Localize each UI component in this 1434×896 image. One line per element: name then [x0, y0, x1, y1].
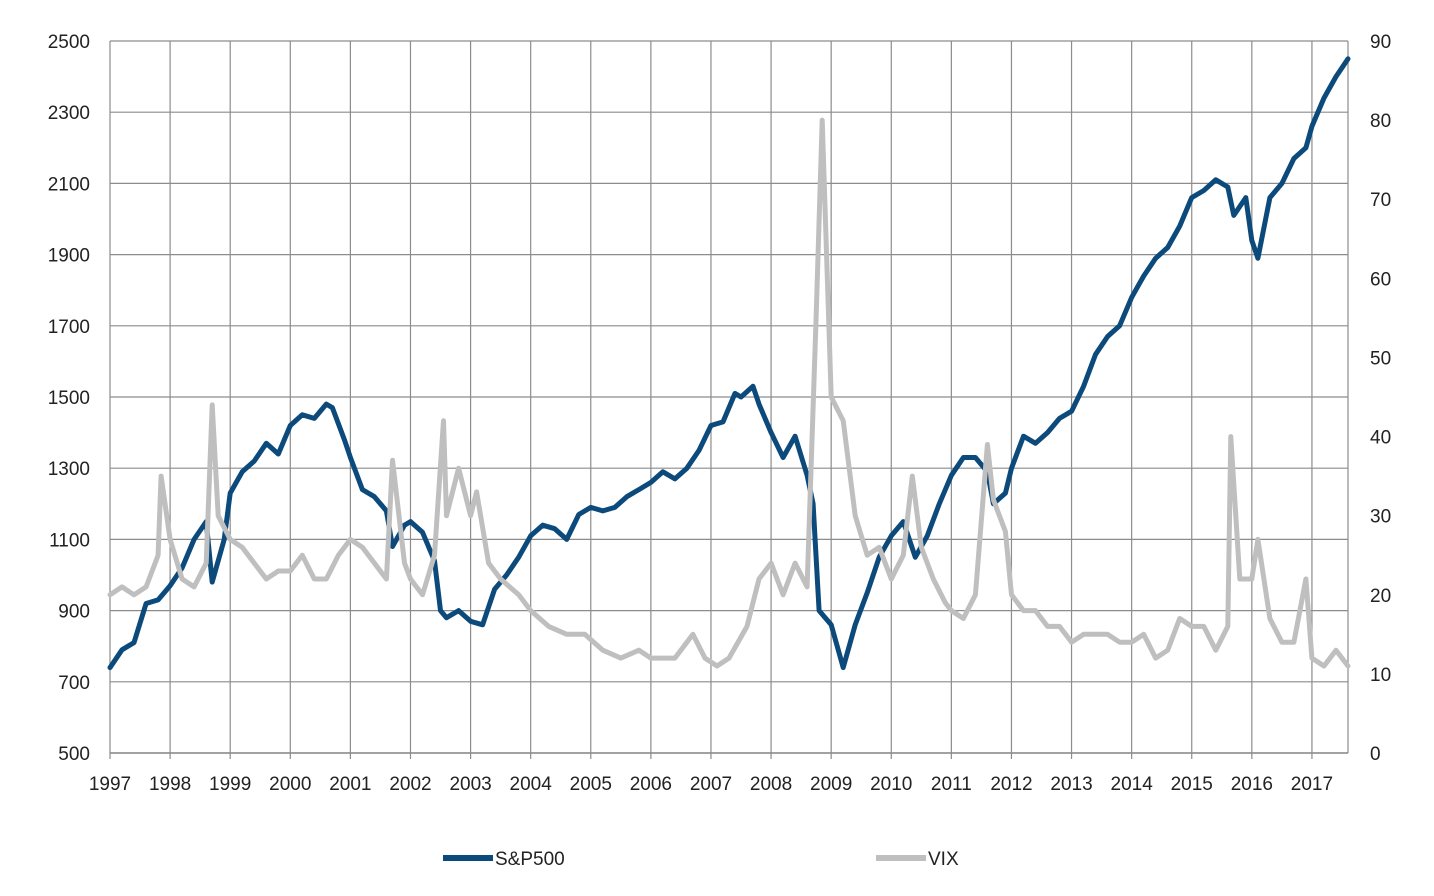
x-axis-tick-label: 2003 [449, 774, 491, 795]
left-axis-tick-label: 2300 [48, 103, 90, 124]
right-axis-tick-label: 90 [1370, 32, 1391, 53]
x-axis-tick-label: 2012 [990, 774, 1032, 795]
x-axis-tick-label: 2007 [690, 774, 732, 795]
left-axis-tick-label: 500 [58, 744, 90, 765]
right-axis-tick-label: 20 [1370, 586, 1391, 607]
x-axis-tick-label: 2006 [630, 774, 672, 795]
x-axis-tick-label: 2009 [810, 774, 852, 795]
right-axis-tick-label: 40 [1370, 428, 1391, 449]
x-axis-tick-label: 2015 [1171, 774, 1213, 795]
right-axis-tick-label: 50 [1370, 348, 1391, 369]
left-axis-tick-label: 900 [58, 602, 90, 623]
legend-label-vix: VIX [928, 849, 959, 870]
x-axis-tick-label: 2008 [750, 774, 792, 795]
x-axis-tick-label: 2000 [269, 774, 311, 795]
x-axis-tick-label: 2001 [329, 774, 371, 795]
left-axis-tick-label: 2100 [48, 174, 90, 195]
x-axis-tick-label: 2004 [510, 774, 553, 795]
left-axis-tick-label: 1500 [48, 388, 90, 409]
x-axis-tick-label: 1997 [89, 774, 131, 795]
right-axis-tick-label: 30 [1370, 507, 1391, 528]
x-axis-tick-label: 2005 [570, 774, 612, 795]
plot-area [107, 56, 1351, 671]
gridlines [109, 40, 1349, 759]
x-axis-tick-label: 2002 [389, 774, 431, 795]
x-axis-tick-label: 2011 [931, 774, 972, 795]
left-axis-tick-label: 2500 [48, 32, 90, 53]
series-line-vix [107, 117, 1351, 669]
left-axis-tick-label: 700 [58, 673, 90, 694]
x-axis-tick-label: 1999 [209, 774, 251, 795]
right-axis-tick-label: 60 [1370, 269, 1391, 290]
legend: S&P500 VIX [443, 849, 959, 870]
right-axis-tick-label: 80 [1370, 111, 1391, 132]
right-axis-tick-label: 70 [1370, 190, 1391, 211]
left-axis-tick-label: 1300 [48, 459, 90, 480]
legend-label-sp500: S&P500 [495, 849, 565, 870]
series-line-sp500 [107, 56, 1351, 671]
right-axis-tick-labels: 0 10 20 30 40 50 60 70 80 90 [1370, 32, 1391, 765]
x-axis-tick-label: 2017 [1291, 774, 1333, 795]
x-axis-tick-label: 2010 [870, 774, 912, 795]
left-axis-tick-label: 1700 [48, 317, 90, 338]
x-axis-tick-label: 2014 [1111, 774, 1154, 795]
left-axis-tick-label: 1900 [48, 246, 90, 267]
x-axis-tick-label: 1998 [149, 774, 191, 795]
left-axis-tick-label: 1100 [49, 530, 90, 551]
left-axis-tick-labels: 500 700 900 1100 1300 1500 1700 1900 2100 2300 250… [48, 32, 90, 765]
x-axis-tick-labels: 1997 1998 1999 2000 2001 2002 2003 2004 2005 2006… [89, 774, 1333, 795]
x-axis-tick-label: 2013 [1050, 774, 1092, 795]
right-axis-tick-label: 10 [1370, 665, 1391, 686]
right-axis-tick-label: 0 [1370, 744, 1381, 765]
x-axis-tick-label: 2016 [1231, 774, 1273, 795]
